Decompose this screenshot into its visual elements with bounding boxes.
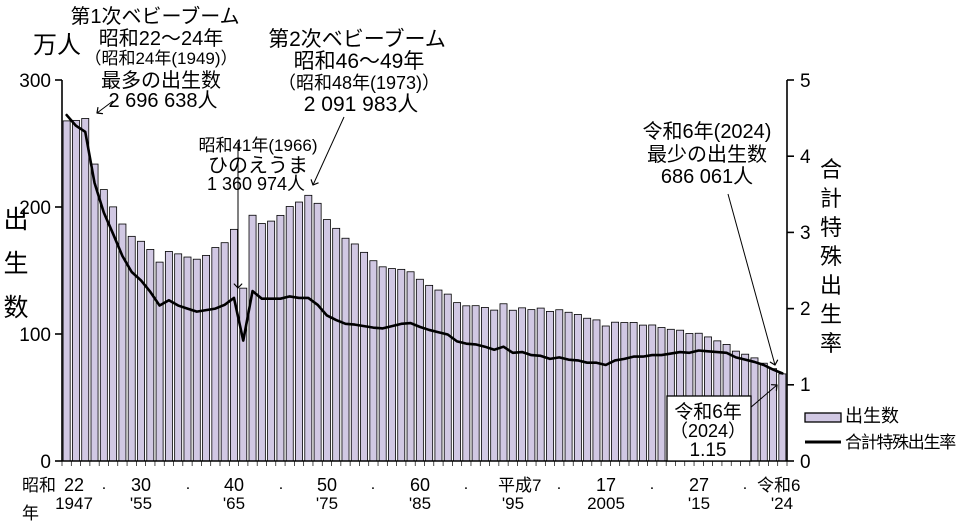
svg-text:2005: 2005	[587, 494, 625, 513]
svg-text:2 696 638人: 2 696 638人	[109, 89, 218, 112]
svg-text:0: 0	[800, 452, 811, 473]
svg-text:令和6年(2024): 令和6年(2024)	[643, 120, 772, 143]
svg-text:60: 60	[410, 475, 430, 495]
svg-text:計: 計	[820, 186, 842, 211]
svg-text:.: .	[557, 476, 561, 493]
svg-text:.: .	[371, 476, 375, 493]
svg-text:出生数: 出生数	[845, 406, 899, 426]
svg-text:昭和22〜24年: 昭和22〜24年	[99, 27, 224, 50]
svg-text:特: 特	[820, 215, 842, 240]
svg-text:殊: 殊	[820, 244, 842, 269]
svg-text:22: 22	[64, 475, 84, 495]
svg-text:40: 40	[224, 475, 244, 495]
svg-text:令和6: 令和6	[757, 476, 800, 495]
svg-text:合: 合	[820, 157, 842, 182]
svg-text:3: 3	[800, 223, 811, 244]
svg-text:最多の出生数: 最多の出生数	[101, 69, 221, 92]
svg-text:出: 出	[820, 273, 842, 298]
svg-text:1.15: 1.15	[690, 440, 727, 461]
svg-text:1: 1	[800, 375, 811, 396]
svg-text:.: .	[102, 476, 106, 493]
svg-text:0: 0	[40, 452, 51, 473]
svg-text:（2024）: （2024）	[670, 421, 746, 441]
svg-text:'15: '15	[688, 494, 710, 513]
svg-text:50: 50	[317, 475, 337, 495]
svg-text:数: 数	[3, 294, 28, 322]
svg-text:昭和41年(1966): 昭和41年(1966)	[198, 136, 317, 155]
svg-text:年: 年	[22, 504, 39, 523]
svg-text:昭和46〜49年: 昭和46〜49年	[294, 50, 425, 73]
svg-text:100: 100	[19, 325, 51, 346]
svg-text:.: .	[650, 476, 654, 493]
svg-text:'75: '75	[316, 494, 338, 513]
svg-text:生: 生	[820, 302, 842, 327]
svg-text:300: 300	[19, 71, 51, 92]
svg-text:昭和: 昭和	[22, 476, 56, 495]
svg-text:'95: '95	[502, 494, 524, 513]
svg-text:17: 17	[596, 475, 616, 495]
svg-text:第1次ベビーブーム: 第1次ベビーブーム	[70, 4, 239, 28]
svg-text:.: .	[279, 476, 283, 493]
svg-text:'24: '24	[771, 494, 793, 513]
svg-text:平成7: 平成7	[498, 476, 541, 495]
svg-text:（昭和48年(1973)）: （昭和48年(1973)）	[278, 73, 440, 93]
svg-text:4: 4	[800, 147, 811, 168]
svg-text:'85: '85	[409, 494, 431, 513]
svg-text:2: 2	[800, 299, 811, 320]
svg-text:第2次ベビーブーム: 第2次ベビーブーム	[268, 28, 446, 51]
svg-text:率: 率	[820, 331, 842, 356]
svg-text:生: 生	[3, 250, 28, 278]
svg-text:最少の出生数: 最少の出生数	[647, 143, 767, 166]
svg-text:合計特殊出生率: 合計特殊出生率	[845, 433, 956, 452]
svg-text:'55: '55	[130, 494, 152, 513]
svg-text:27: 27	[689, 475, 709, 495]
svg-text:.: .	[186, 476, 190, 493]
svg-text:1947: 1947	[55, 494, 93, 513]
svg-text:5: 5	[800, 71, 811, 92]
svg-text:出: 出	[3, 206, 28, 234]
svg-text:30: 30	[131, 475, 151, 495]
svg-text:1 360 974人: 1 360 974人	[207, 174, 305, 194]
svg-text:2 091 983人: 2 091 983人	[304, 93, 418, 116]
svg-text:'65: '65	[223, 494, 245, 513]
svg-text:万人: 万人	[33, 32, 81, 59]
svg-text:686 061人: 686 061人	[661, 165, 753, 188]
svg-text:.: .	[464, 476, 468, 493]
svg-text:令和6年: 令和6年	[674, 401, 742, 423]
svg-text:.: .	[743, 476, 747, 493]
svg-text:（昭和24年(1949)）: （昭和24年(1949)）	[84, 49, 237, 68]
